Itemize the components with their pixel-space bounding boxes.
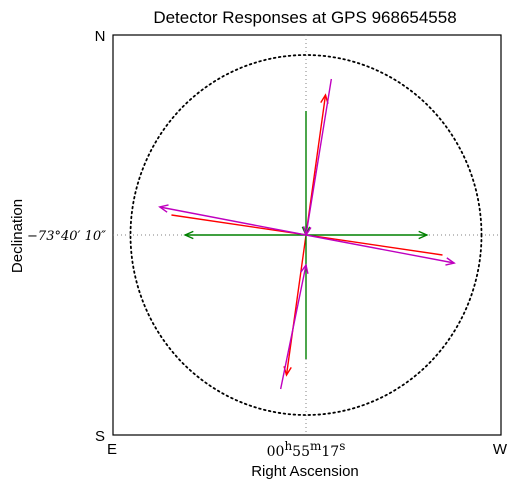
- vector-3-2-shaft: [305, 234, 455, 264]
- x-axis-label: Right Ascension: [251, 463, 359, 480]
- x-tick-seconds: 17: [321, 444, 339, 460]
- x-tick-hours-unit: h: [284, 439, 292, 453]
- west-label: W: [493, 441, 508, 458]
- sky-circle: [129, 54, 483, 416]
- x-tick-label: 00h55m17s: [267, 439, 346, 460]
- vector-2-3-arrowhead: [183, 230, 194, 240]
- vector-3-3-shaft: [159, 206, 307, 236]
- x-tick-hours: 00: [267, 444, 285, 460]
- y-axis-label: Declination: [9, 199, 26, 273]
- x-tick-seconds-unit: s: [339, 439, 345, 453]
- vector-3-4-arrowhead: [300, 263, 309, 274]
- detector-vectors: [158, 78, 456, 390]
- vector-3-2-arrowhead: [445, 257, 456, 266]
- sky-circle-outline: [129, 54, 483, 416]
- south-label: S: [95, 428, 105, 445]
- x-tick-minutes: 55: [292, 444, 310, 460]
- y-tick-label: −73°40′ 10″: [27, 229, 106, 244]
- vector-3-4-shaft: [279, 264, 307, 390]
- east-label: E: [107, 441, 117, 458]
- vector-2-2-arrowhead: [418, 230, 429, 240]
- vector-1-3-shaft: [285, 234, 307, 376]
- vector-3-3-arrowhead: [158, 204, 169, 213]
- chart-title: Detector Responses at GPS 968654558: [153, 8, 456, 27]
- x-tick-minutes-unit: m: [310, 439, 322, 453]
- north-label: N: [95, 28, 106, 45]
- vector-3-1-shaft: [305, 78, 333, 236]
